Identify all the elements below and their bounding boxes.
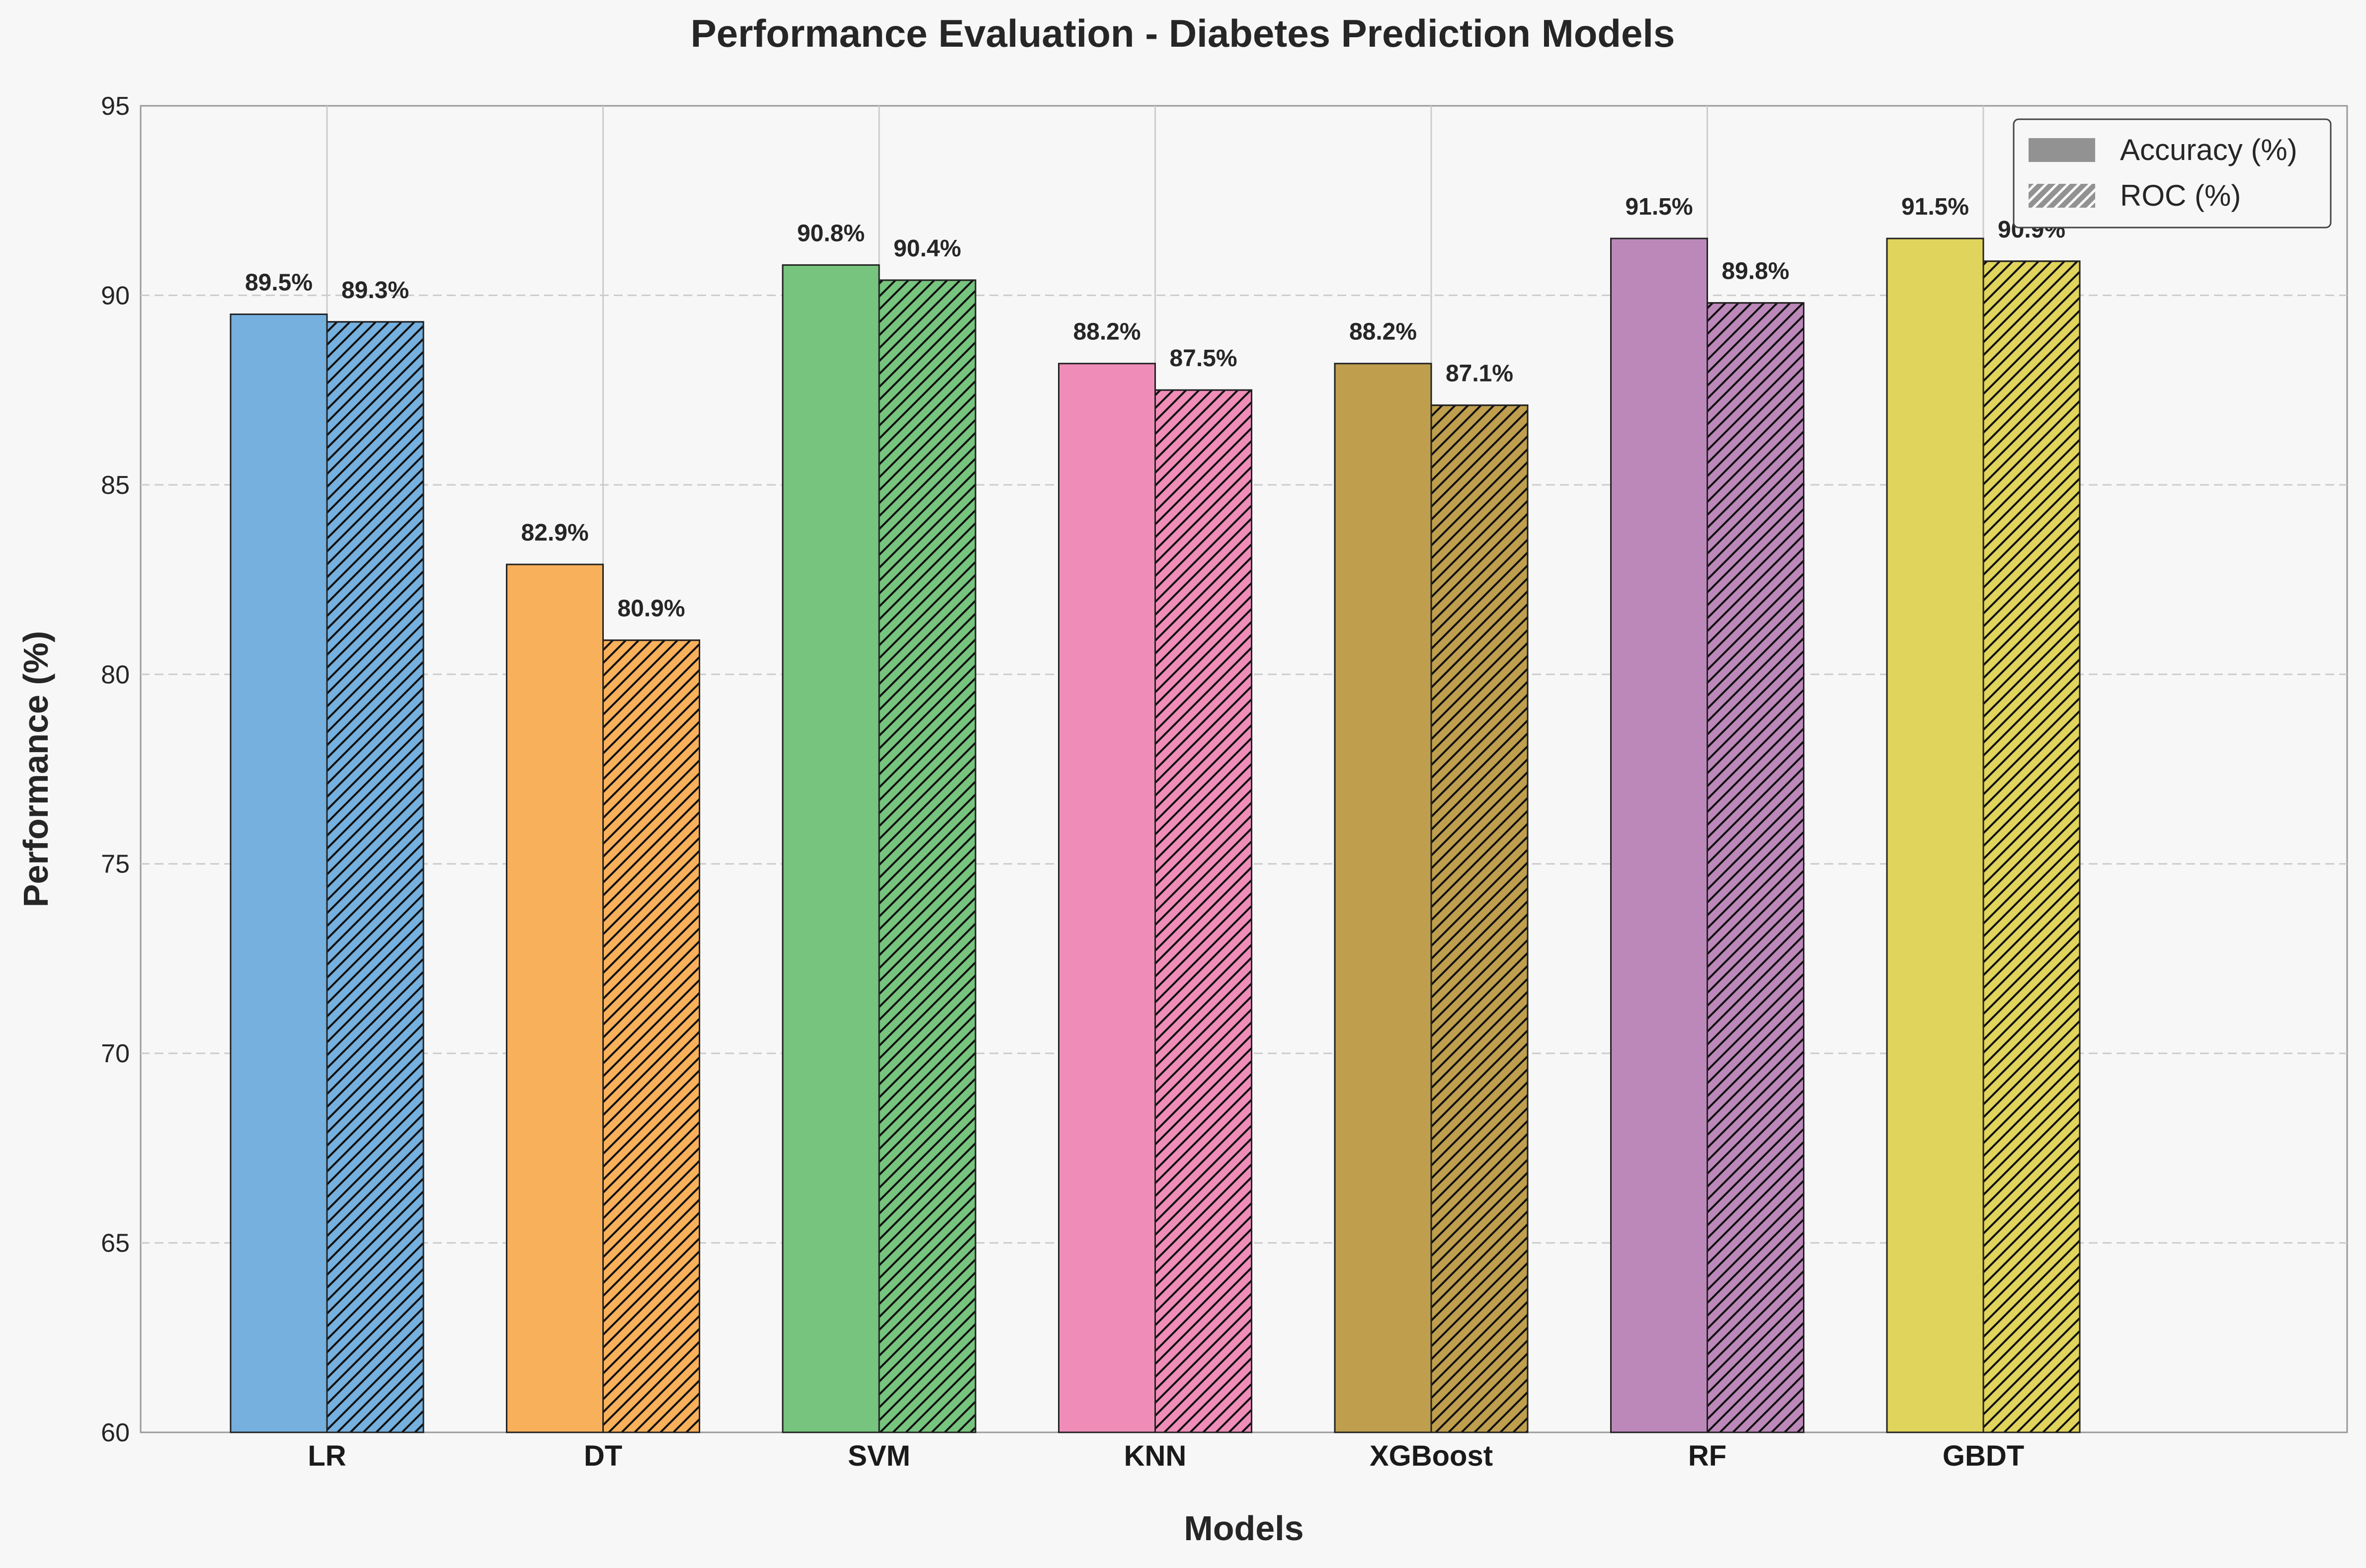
bar-accuracy-lr (230, 314, 328, 1433)
bars (230, 237, 2081, 1433)
bar-hatch-roc-lr (326, 321, 424, 1433)
y-tick-label: 80 (101, 660, 130, 689)
legend-swatch-roc-hatch (2029, 184, 2095, 208)
value-label-accuracy-rf: 91.5% (1625, 194, 1693, 220)
bar-hatch-roc-rf (1707, 302, 1804, 1433)
bar-accuracy-gbdt (1886, 237, 1984, 1433)
legend-label-accuracy: Accuracy (%) (2120, 133, 2297, 166)
value-label-accuracy-xgboost: 88.2% (1349, 319, 1417, 345)
bar-hatch-roc-dt (602, 639, 700, 1433)
value-label-roc-svm: 90.4% (894, 235, 961, 262)
y-tick-label: 85 (101, 471, 130, 500)
y-tick-label: 70 (101, 1039, 130, 1068)
x-tick-label: XGBoost (1370, 1440, 1493, 1472)
value-label-roc-dt: 80.9% (617, 596, 685, 622)
bar-hatch-roc-svm (878, 279, 977, 1433)
value-label-accuracy-knn: 88.2% (1073, 319, 1141, 345)
x-tick-label: RF (1688, 1440, 1726, 1472)
value-label-roc-rf: 89.8% (1721, 258, 1789, 285)
y-axis-label: Performance (%) (16, 631, 55, 907)
legend-label-roc: ROC (%) (2120, 179, 2241, 212)
value-label-roc-xgboost: 87.1% (1446, 361, 1513, 387)
value-label-roc-knn: 87.5% (1169, 345, 1237, 372)
chart-title: Performance Evaluation - Diabetes Predic… (691, 11, 1675, 55)
y-axis-ticks: 60 65 70 75 80 85 90 95 (101, 92, 130, 1447)
legend: Accuracy (%) ROC (%) (2013, 118, 2332, 229)
bar-hatch-roc-knn (1154, 389, 1252, 1433)
bar-accuracy-knn (1058, 363, 1156, 1433)
x-tick-label: DT (584, 1440, 622, 1472)
value-label-accuracy-dt: 82.9% (521, 520, 588, 546)
bar-accuracy-svm (782, 264, 880, 1433)
bar-hatch-roc-gbdt (1982, 260, 2081, 1433)
x-tick-label: GBDT (1943, 1440, 2024, 1472)
bar-accuracy-rf (1610, 237, 1708, 1433)
bar-accuracy-dt (506, 563, 604, 1433)
y-tick-label: 75 (101, 850, 130, 879)
x-tick-label: LR (308, 1440, 346, 1472)
y-tick-label: 60 (101, 1418, 130, 1447)
value-label-accuracy-lr: 89.5% (245, 270, 313, 296)
y-tick-label: 95 (101, 92, 130, 121)
x-tick-label: KNN (1124, 1440, 1187, 1472)
value-label-accuracy-svm: 90.8% (797, 220, 865, 246)
bar-hatch-roc-xgboost (1430, 404, 1529, 1433)
y-tick-label: 90 (101, 281, 130, 310)
x-axis-label: Models (1184, 1509, 1304, 1548)
x-tick-label: SVM (848, 1440, 910, 1472)
x-axis-ticks: LR DT SVM KNN XGBoost RF GBDT (308, 1440, 2024, 1472)
y-tick-label: 65 (101, 1229, 130, 1258)
legend-swatch-accuracy (2029, 138, 2095, 162)
value-label-accuracy-gbdt: 91.5% (1901, 194, 1969, 220)
value-label-roc-lr: 89.3% (341, 277, 409, 304)
bar-accuracy-xgboost (1334, 363, 1432, 1433)
